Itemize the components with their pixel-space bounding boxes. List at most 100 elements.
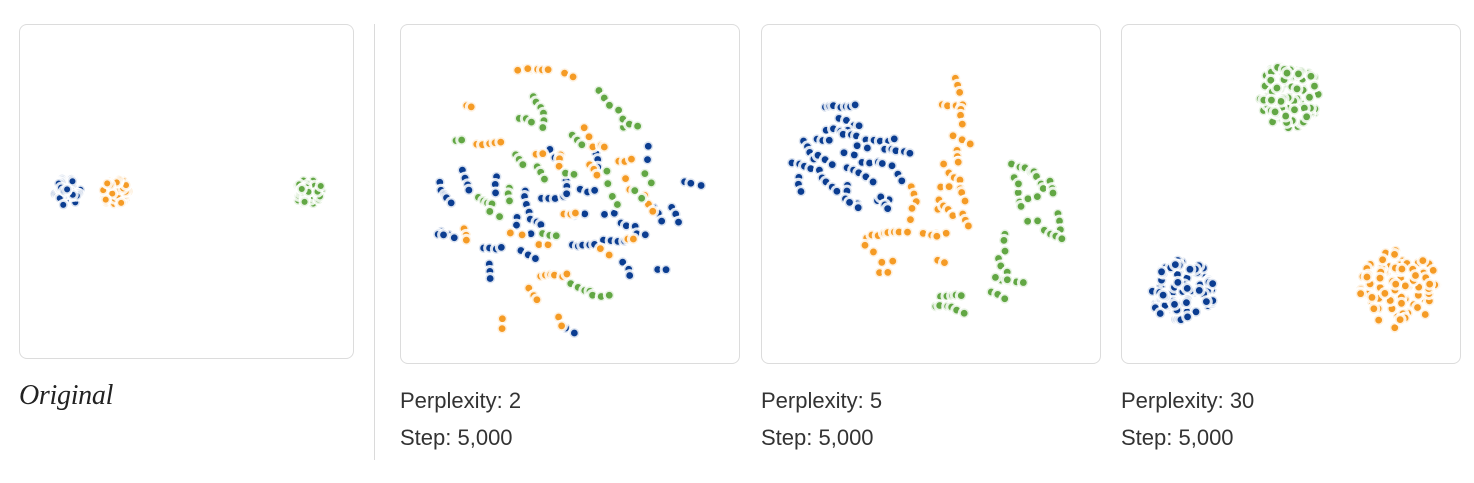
- tsne-scatter-plot-perplexity-5: [785, 71, 1069, 320]
- data-point: [631, 119, 645, 133]
- data-point: [462, 183, 476, 197]
- data-point: [610, 198, 624, 211]
- data-point: [951, 155, 965, 169]
- data-point: [930, 229, 944, 243]
- data-point: [1031, 214, 1045, 228]
- data-point: [825, 158, 839, 172]
- data-point: [641, 139, 655, 153]
- data-point: [437, 228, 450, 242]
- data-point: [600, 164, 614, 178]
- data-point: [625, 152, 638, 166]
- data-point: [1192, 284, 1206, 297]
- data-point: [886, 254, 900, 268]
- data-point: [1168, 297, 1181, 311]
- data-point: [1153, 307, 1167, 320]
- data-point: [851, 201, 865, 215]
- data-point: [99, 193, 112, 206]
- data-point: [852, 119, 866, 133]
- data-point: [659, 263, 673, 277]
- data-point: [1171, 275, 1185, 289]
- tsne-plot-panel-perplexity-2: [400, 24, 740, 364]
- data-point: [521, 62, 535, 76]
- data-point: [1376, 253, 1390, 267]
- data-point: [510, 218, 523, 232]
- perplexity-label-30: Perplexity: 30: [1121, 388, 1255, 413]
- tsne-plot-panel-perplexity-30: [1121, 24, 1461, 364]
- data-point: [866, 175, 880, 189]
- step-label-2: Step: 5,000: [400, 425, 513, 450]
- data-point: [489, 186, 502, 200]
- data-point: [1388, 247, 1401, 261]
- data-point: [538, 172, 551, 186]
- data-point: [1280, 66, 1294, 80]
- data-point: [1416, 254, 1430, 268]
- data-point: [646, 204, 660, 218]
- data-point: [601, 177, 615, 191]
- data-point: [1016, 276, 1030, 289]
- data-point: [568, 206, 582, 220]
- data-point: [494, 135, 508, 149]
- data-point: [1181, 310, 1194, 324]
- data-point: [1409, 269, 1422, 282]
- data-point: [483, 272, 497, 285]
- data-point: [1411, 301, 1424, 314]
- data-point: [1199, 295, 1213, 309]
- data-point: [938, 256, 951, 270]
- data-point: [860, 141, 874, 155]
- step-label-5: Step: 5,000: [761, 425, 874, 450]
- data-point: [575, 138, 589, 152]
- data-point: [998, 292, 1012, 306]
- data-point: [684, 176, 698, 190]
- data-point: [536, 121, 550, 134]
- data-point: [1395, 296, 1408, 310]
- data-point: [493, 210, 506, 224]
- data-point: [963, 137, 977, 151]
- data-point: [903, 146, 917, 160]
- data-point: [602, 248, 616, 262]
- data-point: [672, 215, 685, 229]
- data-point: [603, 98, 616, 112]
- tsne-plot-panel-perplexity-5: [761, 24, 1101, 364]
- data-point: [997, 233, 1011, 247]
- data-point: [961, 219, 975, 233]
- data-point: [1308, 79, 1321, 93]
- data-point: [858, 238, 872, 252]
- data-point: [635, 191, 649, 205]
- data-point: [495, 322, 509, 336]
- data-point: [298, 195, 311, 208]
- data-point: [794, 185, 808, 198]
- data-point: [597, 140, 611, 154]
- data-point: [1393, 313, 1407, 327]
- step-label-30: Step: 5,000: [1121, 425, 1234, 450]
- data-point: [867, 245, 880, 259]
- data-point: [1372, 313, 1386, 327]
- data-point: [503, 226, 517, 240]
- data-point: [954, 289, 968, 303]
- data-point: [822, 133, 836, 147]
- data-point: [602, 288, 616, 302]
- data-point: [937, 157, 951, 171]
- data-point: [115, 196, 128, 209]
- data-point: [957, 306, 971, 320]
- data-point: [314, 179, 327, 192]
- data-point: [989, 270, 1002, 284]
- data-point: [511, 63, 525, 77]
- data-point: [516, 158, 530, 172]
- data-point: [494, 240, 508, 254]
- data-point: [530, 293, 544, 307]
- data-point: [1378, 286, 1392, 300]
- data-point: [503, 194, 516, 208]
- tsne-scatter-plot-perplexity-30: [1145, 59, 1443, 335]
- original-label: Original: [19, 380, 114, 411]
- data-point: [555, 319, 569, 333]
- perplexity-label-2: Perplexity: 2: [400, 388, 522, 413]
- data-point: [638, 167, 652, 181]
- data-point: [1206, 277, 1220, 291]
- data-point: [57, 198, 70, 211]
- data-point: [1180, 296, 1193, 310]
- data-point: [1156, 288, 1170, 302]
- data-point: [848, 98, 862, 112]
- data-point: [1168, 258, 1182, 272]
- data-point: [1180, 281, 1194, 295]
- data-point: [529, 252, 542, 265]
